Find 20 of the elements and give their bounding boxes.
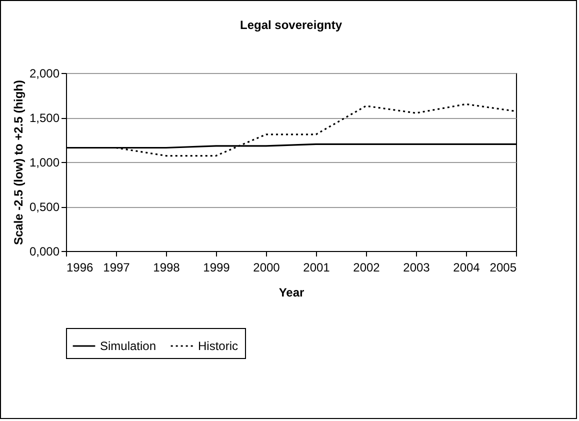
x-tick-label: 1998 [153,260,180,274]
legend-label: Historic [198,339,238,353]
x-tick-label: 1997 [103,260,130,274]
x-tick-label: 2003 [403,260,430,274]
legend-label: Simulation [100,339,156,353]
y-tick-label: 1,500 [29,111,60,125]
x-tick-label: 2005 [490,260,517,274]
x-tick-label: 2000 [253,260,280,274]
chart-title: Legal sovereignty [240,18,342,32]
x-tick-label: 1999 [203,260,230,274]
x-tick-label: 2004 [453,260,480,274]
x-tick-label: 1996 [66,260,94,274]
x-tick-label: 2001 [303,260,330,274]
y-tick-label: 1,000 [29,156,60,170]
y-tick-label: 0,500 [29,200,60,214]
y-tick-label: 0,000 [29,244,60,258]
x-axis-title: Year [278,286,305,300]
y-axis-title: Scale -2.5 (low) to +2.5 (high) [11,80,26,246]
y-tick-label: 2,000 [29,66,60,80]
x-tick-label: 2002 [353,260,380,274]
